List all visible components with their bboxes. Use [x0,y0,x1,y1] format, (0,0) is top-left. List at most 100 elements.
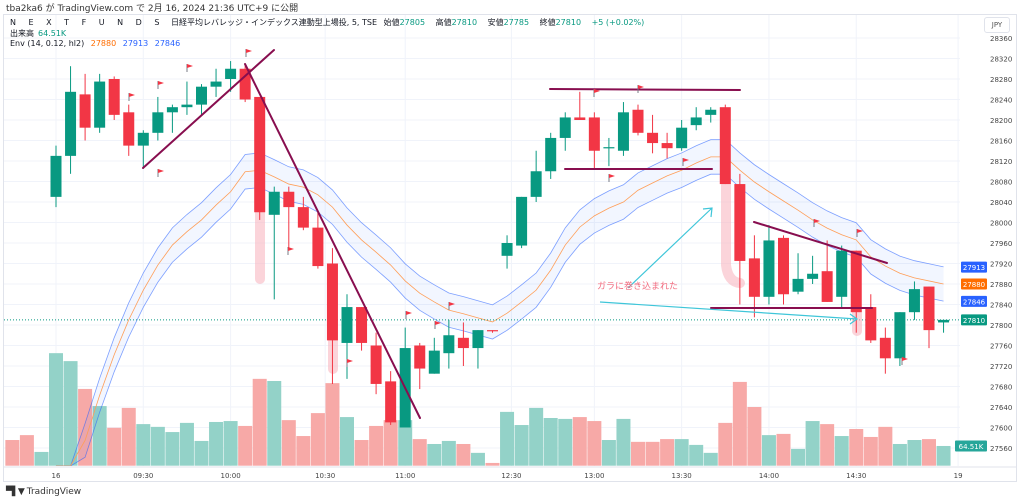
candle-body [719,107,731,185]
flag-icon [406,311,412,315]
volume-bar [892,443,907,466]
candle-body [94,81,106,128]
low-label: 安値 [487,18,504,27]
price-tick-label: 27880 [990,281,1012,289]
candle-body [487,330,498,332]
time-tick-label: 10:30 [315,472,335,480]
time-axis[interactable]: 16 09:30 10:00 10:30 11:00 12:30 13:00 13:30 14:… [52,472,963,480]
price-tags: 27913 27880 27846 27810 64.51K [955,261,987,452]
volume-bar [325,383,340,466]
volume-bar [63,361,78,466]
time-tick-label: 12:30 [501,472,521,480]
candle-body [821,271,833,302]
candle-body [705,109,717,115]
candle-body [588,117,600,151]
flag-icon [683,158,689,162]
candle-body [443,335,455,354]
candle-body [923,286,935,331]
volume-bar [165,432,180,466]
candle-body [530,171,542,197]
envelope-indicator [56,139,944,466]
flag-icon [288,247,294,251]
candle-body [501,243,513,256]
price-tag [961,261,987,273]
volume-bar [616,418,631,466]
tradingview-logo[interactable]: ▀▌▼ TradingView [6,486,81,498]
price-tick-label: 28080 [990,179,1012,187]
annotation-text: ガラに巻き込まれた [597,282,679,292]
price-tick-label: 28320 [990,56,1012,64]
candle-body [137,132,149,146]
volume-bar [747,406,762,466]
flag-icon [449,302,455,306]
candle-body [65,91,77,156]
candle-body [196,86,207,105]
volume-bar [645,441,660,466]
price-axis[interactable]: 28360 28320 28280 28240 28200 28160 28120 28080… [990,35,1012,453]
trend-line-drawings[interactable] [142,49,888,419]
candle-body [239,68,251,100]
candle-body [152,112,164,133]
flag-icon [435,321,441,325]
price-tick-label: 28240 [990,97,1012,105]
highlighter-drawings [255,180,862,374]
price-tick-label: 27800 [990,322,1012,330]
volume-bar [761,435,776,466]
candle-body [690,117,702,126]
candle-body [617,112,629,151]
open-label: 始値 [383,18,400,27]
volume-bar [383,420,398,466]
candle-body [254,96,266,213]
arrow-up[interactable] [627,207,713,289]
volume-bar [310,413,325,466]
candle-body [836,250,848,297]
uptrend-line[interactable] [142,49,275,169]
candle-body [545,137,557,172]
volume-bar [267,380,282,466]
volume-bar [660,439,675,466]
volume-bar [631,441,645,466]
open-value: 27805 [399,18,426,27]
volume-bar [209,421,224,466]
candle-body [516,196,528,246]
flag-icon [187,64,193,68]
time-tick-label: 09:30 [133,472,153,480]
flag-icon [129,93,135,97]
price-tick-label: 27840 [990,302,1012,310]
price-tag-label: 27846 [963,298,986,306]
price-tag [961,295,987,307]
arrow-right[interactable] [599,301,859,325]
volume-bar [922,439,936,466]
candle-body [603,147,615,149]
currency-button[interactable]: JPY [984,17,1010,33]
time-tick-label: 10:00 [221,472,241,480]
volume-bar [674,439,689,466]
volume-bar [107,427,122,466]
flag-icon [638,85,644,89]
candle-body [79,94,91,128]
volume-bar [369,425,384,466]
volume-bar [398,420,413,466]
price-tick-label: 28280 [990,76,1012,84]
volume-value: 64.51K [38,29,67,38]
volume-bar [791,448,806,466]
volume-tag-label: 64.51K [959,443,984,451]
candle-body [297,207,309,228]
flag-icon [594,89,600,93]
env-basis-value: 27880 [90,39,117,48]
volume-bar [456,443,471,466]
volume-bar [281,420,296,466]
price-tag [961,278,987,290]
candle-body [559,117,571,138]
volume-bar [587,421,602,466]
envelope-legend[interactable]: Env (14, 0.12, hl2) 27880 27913 27846 [10,39,184,48]
descending-line[interactable] [753,221,888,264]
downtrend-line[interactable] [244,63,421,419]
volume-bar [863,436,878,466]
volume-bar [49,353,63,466]
resistance-line[interactable] [549,88,741,91]
volume-legend: 出来高 64.51K [10,28,70,39]
candles [50,61,950,428]
arrow-drawings[interactable] [599,207,859,325]
